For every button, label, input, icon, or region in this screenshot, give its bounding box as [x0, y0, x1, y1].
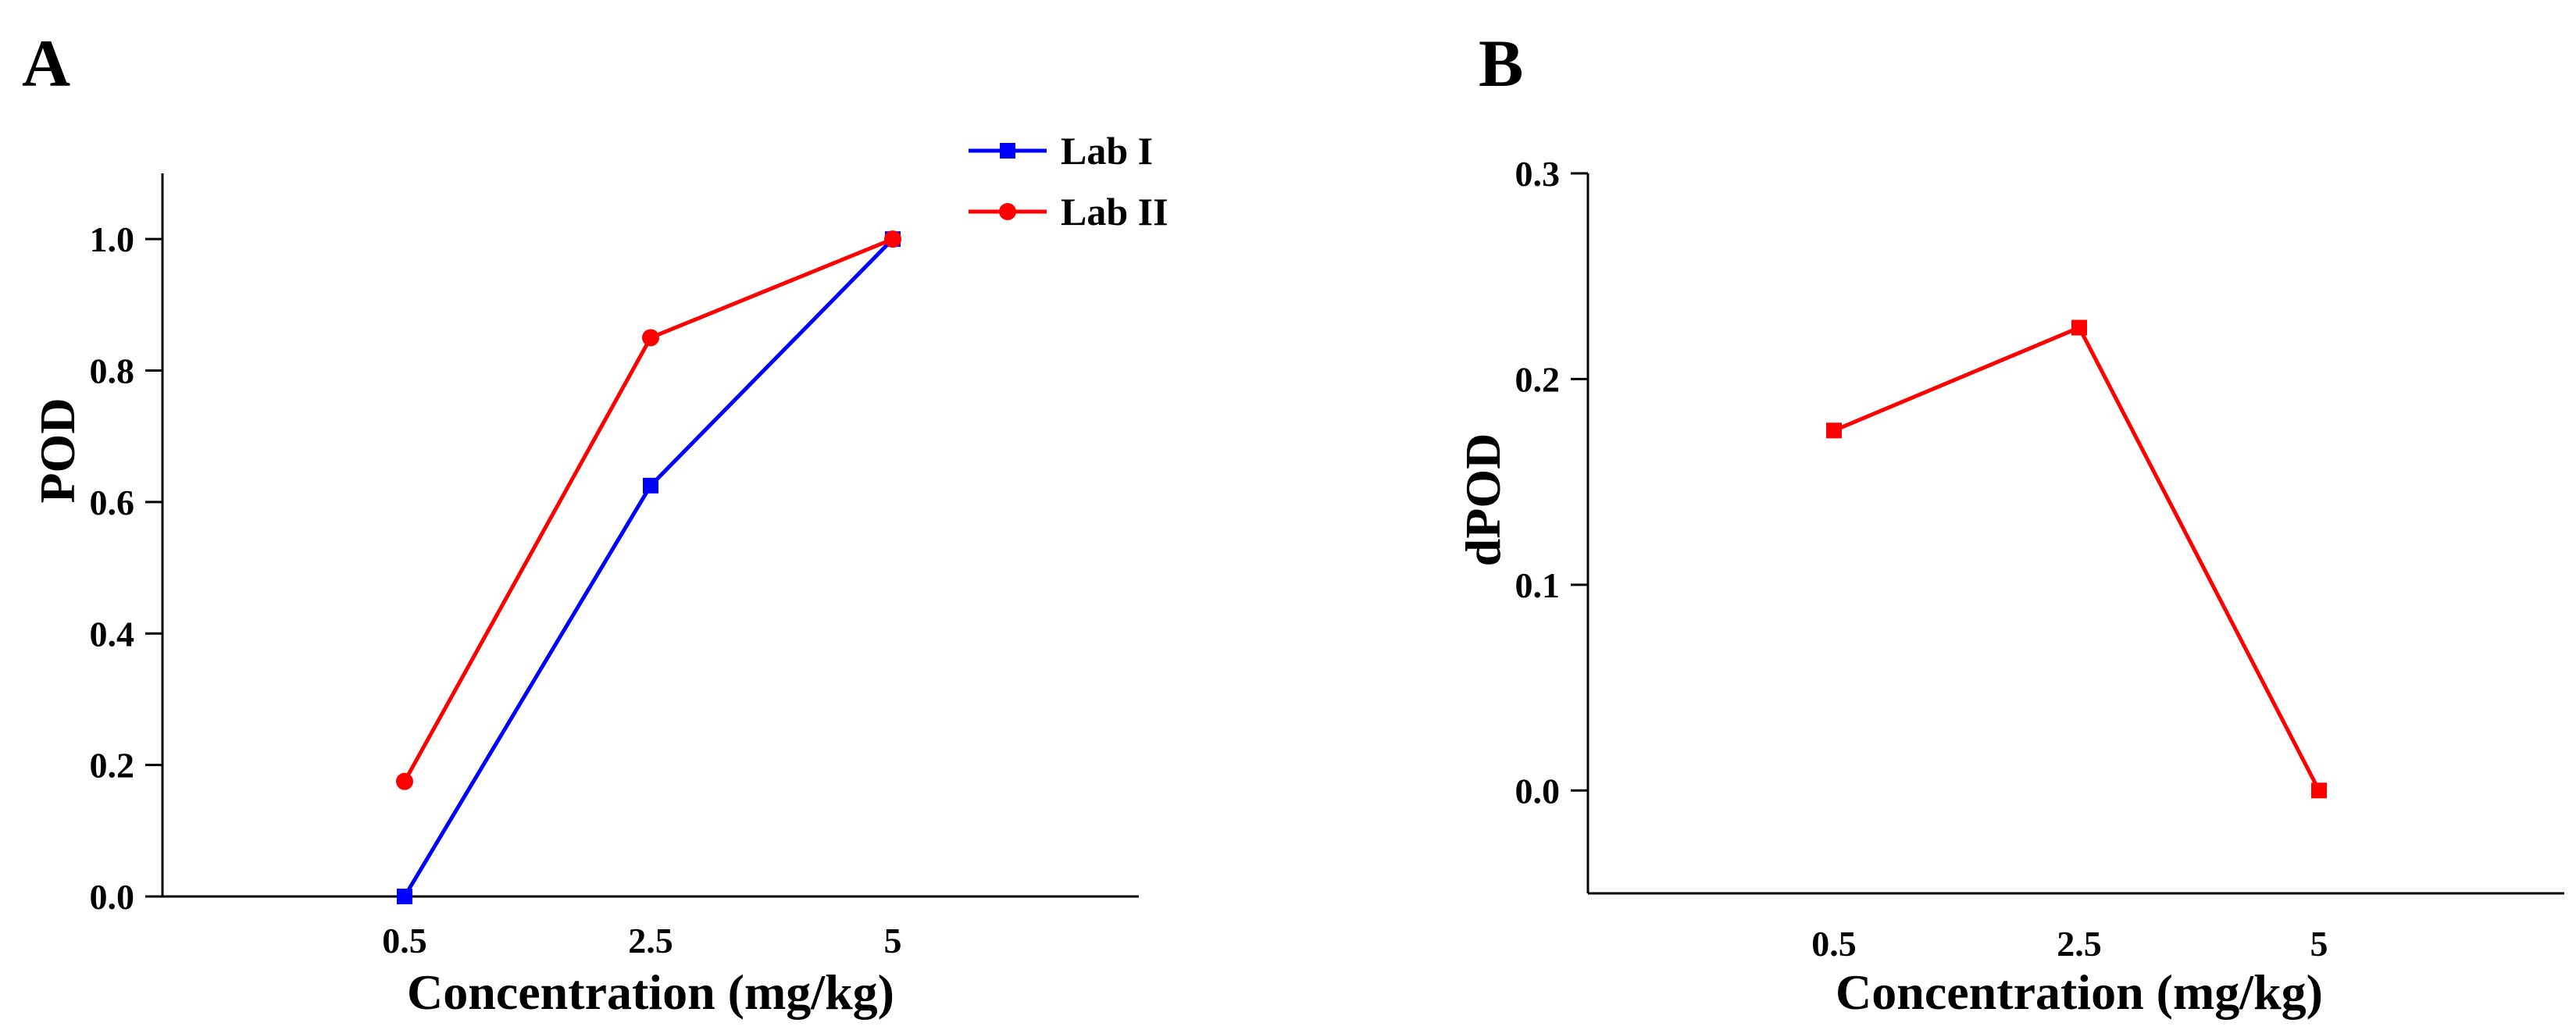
y-tick-label: 0.6: [90, 483, 135, 522]
x-axis-title: Concentration (mg/kg): [407, 964, 894, 1020]
x-tick-label: 5: [2310, 924, 2328, 964]
data-point: [884, 230, 901, 248]
y-tick-label: 0.8: [90, 351, 135, 391]
series-line-2: [402, 237, 894, 782]
x-tick-label: 2.5: [628, 921, 673, 961]
data-point: [397, 889, 412, 904]
y-tick-label: 0.0: [1515, 771, 1561, 811]
y-tick-label: 0.1: [1515, 565, 1561, 605]
x-tick-label: 0.5: [1811, 924, 1857, 964]
x-axis-title: Concentration (mg/kg): [1836, 964, 2323, 1020]
data-point: [2071, 319, 2087, 336]
y-tick-label: 0.4: [90, 614, 135, 654]
y-tick-label: 0.2: [1515, 359, 1561, 399]
data-point: [2311, 782, 2327, 799]
panel-label: B: [1479, 26, 1523, 101]
x-tick-label: 5: [884, 921, 902, 961]
y-tick-label: 0.0: [90, 877, 135, 917]
panel-a: A 0.0 0.2 0.4 0.6 0.8 1.0 0.5 2.5 5Concentration …: [22, 26, 1168, 1020]
y-axis-title: POD: [30, 397, 85, 503]
legend-marker: [999, 203, 1016, 220]
x-tick-label: 0.5: [382, 921, 427, 961]
panel-label: A: [22, 26, 70, 101]
y-tick-label: 1.0: [90, 219, 135, 259]
legend-label: Lab I: [1061, 129, 1153, 173]
legend-label: Lab II: [1061, 190, 1168, 233]
y-tick-label: 0.2: [90, 746, 135, 786]
y-tick-label: 0.3: [1515, 154, 1561, 194]
data-point: [1826, 422, 1842, 439]
legend-marker: [1000, 143, 1015, 159]
data-point: [396, 772, 413, 790]
y-axis-title: dPOD: [1455, 433, 1511, 567]
x-tick-label: 2.5: [2057, 924, 2102, 964]
data-point: [642, 329, 659, 347]
series-line-1: [1833, 326, 2321, 792]
data-point: [643, 477, 658, 494]
